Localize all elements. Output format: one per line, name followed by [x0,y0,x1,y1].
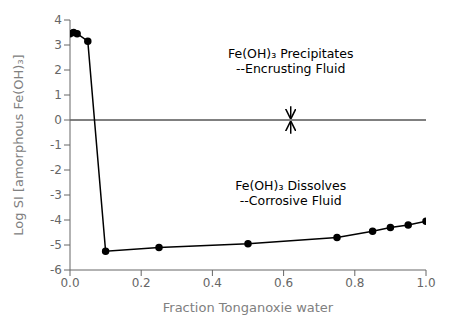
svg-text:2: 2 [54,63,62,77]
svg-text:0: 0 [54,113,62,127]
svg-text:0.6: 0.6 [274,276,293,290]
svg-text:-5: -5 [50,238,62,252]
svg-text:Fe(OH)₃ Dissolves--Corrosive F: Fe(OH)₃ Dissolves--Corrosive Fluid [235,178,346,208]
svg-text:1.0: 1.0 [416,276,435,290]
svg-text:-1: -1 [50,138,62,152]
svg-text:3: 3 [54,38,62,52]
svg-text:0.4: 0.4 [203,276,222,290]
svg-text:1: 1 [54,88,62,102]
svg-text:-2: -2 [50,163,62,177]
svg-text:Fraction Tonganoxie water: Fraction Tonganoxie water [163,300,334,315]
svg-text:0.8: 0.8 [345,276,364,290]
svg-text:Fe(OH)₃ Precipitates--Encrusti: Fe(OH)₃ Precipitates--Encrusting Fluid [228,46,353,76]
svg-text:0.2: 0.2 [132,276,151,290]
svg-text:0.0: 0.0 [60,276,79,290]
svg-text:-6: -6 [50,263,62,277]
svg-text:-4: -4 [50,213,62,227]
svg-text:4: 4 [54,13,62,27]
svg-text:-3: -3 [50,188,62,202]
svg-text:Log SI [amorphous Fe(OH)₃]: Log SI [amorphous Fe(OH)₃] [11,54,26,235]
